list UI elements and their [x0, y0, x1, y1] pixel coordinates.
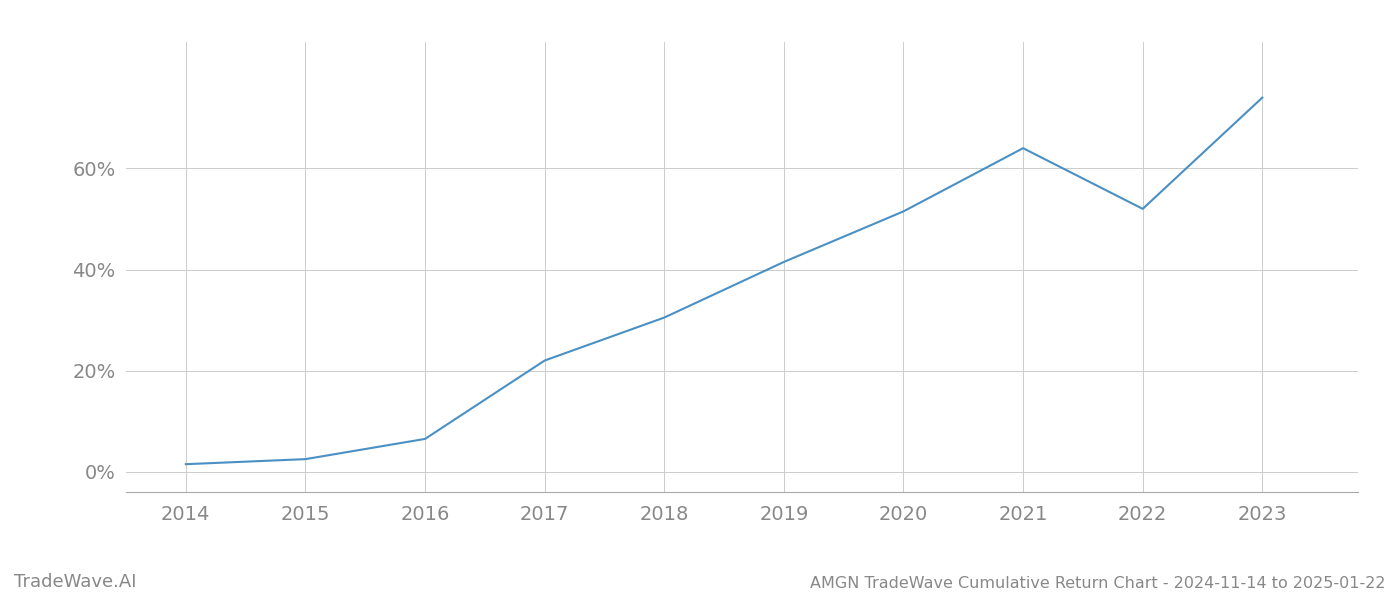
Text: TradeWave.AI: TradeWave.AI [14, 573, 137, 591]
Text: AMGN TradeWave Cumulative Return Chart - 2024-11-14 to 2025-01-22: AMGN TradeWave Cumulative Return Chart -… [811, 576, 1386, 591]
